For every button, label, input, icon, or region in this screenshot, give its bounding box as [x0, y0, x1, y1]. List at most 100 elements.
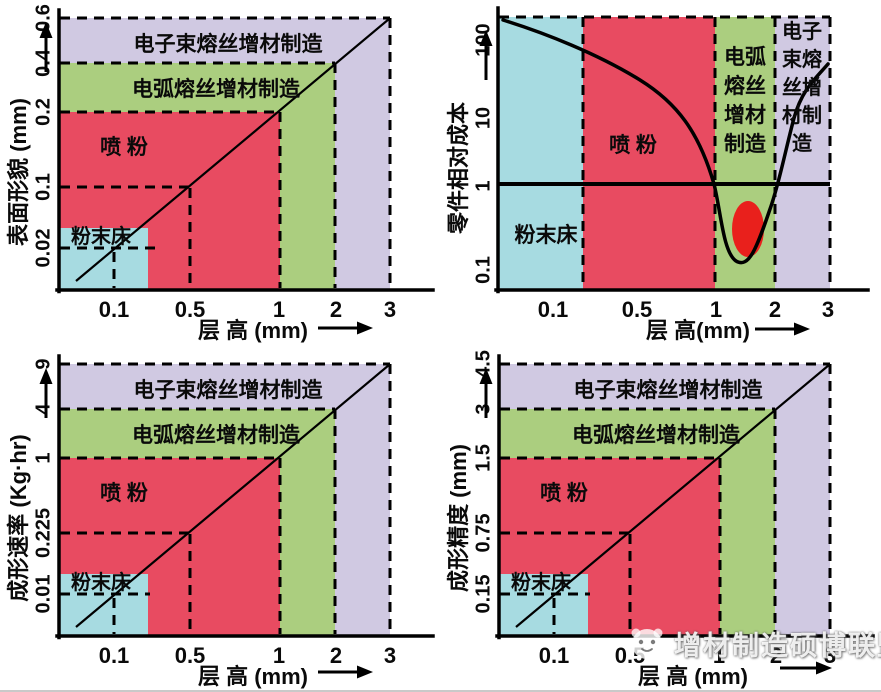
x-axis-title: 层 高 (mm) [198, 664, 308, 689]
x-axis-title: 层 高 (mm) [198, 318, 308, 343]
svg-text:电子: 电子 [782, 20, 822, 43]
label-ebeam: 电子束熔丝增材制造 [134, 32, 324, 56]
y-axis-arrow-icon [39, 22, 53, 72]
y-tick: 0.01 [32, 575, 54, 614]
label-powder-bed: 粉末床 [71, 224, 132, 248]
y-tick: 1 [472, 180, 494, 191]
y-tick: 0.1 [32, 173, 54, 201]
label-blown-powder: 喷 粉 [100, 482, 148, 505]
region-powder-bed [60, 574, 148, 636]
optimal-zone-marker [732, 201, 764, 257]
x-tick: 2 [330, 297, 342, 322]
y-tick: 0.225 [32, 508, 54, 558]
y-ticks: 0.1 1 10 100 [472, 23, 494, 284]
x-tick: 3 [384, 643, 396, 668]
x-tick: 1 [710, 297, 722, 322]
x-tick: 0.1 [99, 297, 130, 322]
diagonal-line [75, 18, 390, 282]
region-powder-bed [60, 228, 148, 290]
label-ebeam: 电子束熔丝增材制造 [134, 378, 324, 402]
panel-surface-morphology: 电子束熔丝增材制造 电弧熔丝增材制造 喷 粉 粉末床 0.02 0.1 0.2 … [6, 4, 435, 343]
y-axis-title: 表面形貌 (mm) [6, 98, 31, 246]
panel-relative-cost: 喷 粉 粉末床 电弧 熔丝 增材 制造 电子 束熔 丝增 材制 造 0.1 1 … [446, 6, 870, 343]
y-axis-arrow-icon [479, 368, 493, 418]
band-powder-bed [499, 17, 583, 289]
x-ticks: 0.1 0.5 1 2 3 [538, 297, 834, 322]
label-blown-powder: 喷 粉 [100, 136, 148, 159]
x-axis-arrow-icon [780, 661, 832, 675]
svg-text:增材: 增材 [724, 103, 766, 127]
region-labels: 电子束熔丝增材制造 电弧熔丝增材制造 喷 粉 粉末床 [71, 378, 323, 594]
x-axis-arrow-icon [318, 665, 373, 679]
dashed-guides [500, 362, 832, 634]
y-tick: 0.2 [32, 98, 54, 126]
y-axis-title: 零件相对成本 [446, 102, 471, 235]
label-powder-bed: 粉末床 [71, 570, 132, 594]
label-wire-arc-stacked: 电弧 熔丝 增材 制造 [724, 45, 767, 156]
x-tick: 3 [824, 643, 836, 668]
svg-text:造: 造 [792, 131, 813, 155]
y-tick: 0.1 [472, 256, 494, 284]
y-tick: 1.5 [472, 444, 494, 472]
y-ticks: 0.02 0.1 0.2 0.4 0.6 [32, 4, 54, 267]
label-blown-powder: 喷 粉 [540, 482, 588, 505]
x-tick: 1 [713, 643, 725, 668]
dashed-guides [499, 15, 832, 288]
x-tick: 2 [770, 643, 782, 668]
y-tick: 0.02 [32, 229, 54, 268]
x-axis-title: 层 高(mm) [646, 318, 750, 343]
y-axis-title: 成形精度 (mm) [446, 444, 471, 592]
axes [494, 6, 870, 294]
dashed-guides [60, 16, 392, 288]
svg-text:熔丝: 熔丝 [724, 74, 766, 98]
x-tick: 2 [330, 643, 342, 668]
panel-forming-accuracy: 电子束熔丝增材制造 电弧熔丝增材制造 喷 粉 粉末床 0.15 0.75 1.5… [446, 350, 875, 689]
svg-text:丝增: 丝增 [782, 75, 822, 99]
y-tick: 4.5 [472, 350, 494, 378]
axes [55, 8, 435, 294]
axes [55, 354, 435, 640]
label-wire-arc: 电弧熔丝增材制造 [572, 423, 741, 447]
x-tick: 1 [273, 297, 285, 322]
x-tick: 2 [769, 297, 781, 322]
label-ebeam-stacked: 电子 束熔 丝增 材制 造 [782, 20, 823, 155]
y-ticks: 0.01 0.225 1 4 9 [32, 358, 54, 613]
y-axis-arrow-icon [479, 30, 493, 80]
svg-text:束熔: 束熔 [782, 47, 823, 71]
region-labels: 电子束熔丝增材制造 电弧熔丝增材制造 喷 粉 粉末床 [511, 378, 763, 594]
x-tick: 0.5 [622, 297, 653, 322]
x-tick: 0.1 [538, 297, 569, 322]
y-axis-arrow-icon [39, 368, 53, 418]
y-tick: 0.6 [32, 4, 54, 32]
x-tick: 0.5 [175, 643, 206, 668]
cost-curve [501, 18, 830, 265]
dashed-guides [60, 362, 392, 634]
y-tick: 3 [472, 403, 494, 414]
label-wire-arc: 电弧熔丝增材制造 [132, 77, 301, 101]
y-tick: 10 [472, 107, 494, 129]
y-axis-title: 成形速率 (Kg·hr) [6, 434, 31, 601]
label-wire-arc: 电弧熔丝增材制造 [132, 423, 301, 447]
svg-text:材制: 材制 [782, 104, 822, 127]
y-tick: 9 [32, 358, 54, 369]
label-blown-powder: 喷 粉 [609, 134, 657, 157]
band-fills [499, 17, 830, 289]
region-labels: 喷 粉 粉末床 电弧 熔丝 增材 制造 电子 束熔 丝增 材制 造 [515, 20, 824, 247]
diagonal-line [515, 364, 830, 628]
x-ticks: 0.1 0.5 1 2 3 [99, 297, 396, 322]
label-ebeam: 电子束熔丝增材制造 [574, 378, 764, 402]
y-ticks: 0.15 0.75 1.5 3 4.5 [472, 350, 494, 613]
x-tick: 3 [384, 297, 396, 322]
region-powder-bed [500, 574, 588, 636]
x-tick: 1 [273, 643, 285, 668]
svg-text:电弧: 电弧 [724, 45, 766, 69]
panel-deposition-rate: 电子束熔丝增材制造 电弧熔丝增材制造 喷 粉 粉末床 0.01 0.225 1 … [6, 354, 435, 689]
x-axis-arrow-icon [755, 322, 810, 336]
region-labels: 电子束熔丝增材制造 电弧熔丝增材制造 喷 粉 粉末床 [71, 32, 323, 248]
y-tick: 0.15 [472, 575, 494, 614]
y-tick: 0.75 [472, 514, 494, 553]
y-tick: 0.4 [32, 48, 54, 77]
x-tick: 0.5 [175, 297, 206, 322]
x-axis-title: 层 高 (mm) [638, 664, 748, 689]
